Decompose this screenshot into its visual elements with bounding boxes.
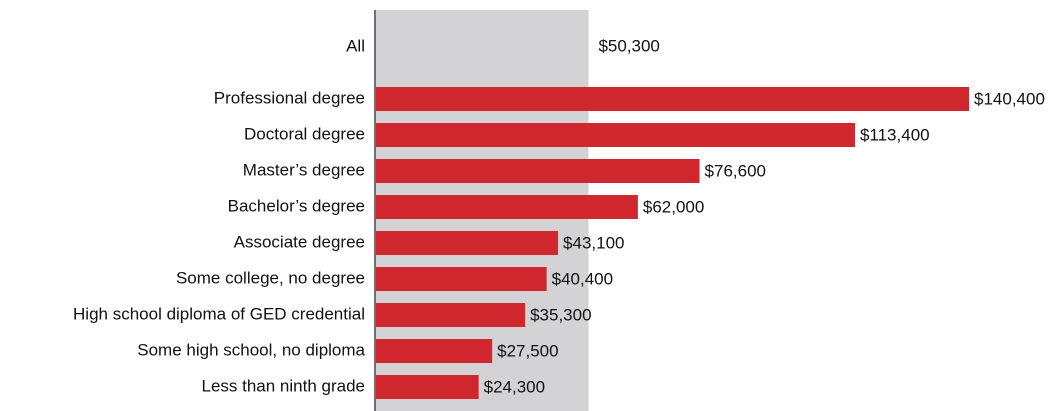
value-label: $76,600 bbox=[705, 161, 766, 180]
value-label: $35,300 bbox=[530, 305, 591, 324]
category-label: High school diploma of GED credential bbox=[73, 304, 365, 323]
category-label: Associate degree bbox=[234, 232, 365, 251]
value-label: $40,400 bbox=[552, 269, 613, 288]
value-label: $43,100 bbox=[563, 233, 624, 252]
value-label: $113,400 bbox=[860, 125, 930, 144]
category-label: Bachelor’s degree bbox=[228, 196, 365, 215]
category-label: Master’s degree bbox=[243, 160, 365, 179]
category-label: Some college, no degree bbox=[176, 268, 365, 287]
category-label: Some high school, no diploma bbox=[137, 340, 365, 359]
bar bbox=[376, 159, 700, 183]
reference-value-label: $50,300 bbox=[598, 36, 659, 55]
bar bbox=[376, 303, 526, 327]
reference-label: All bbox=[346, 36, 365, 55]
bar bbox=[376, 231, 559, 255]
category-label: Less than ninth grade bbox=[201, 376, 365, 395]
value-label: $62,000 bbox=[643, 197, 704, 216]
bar bbox=[376, 195, 638, 219]
value-label: $24,300 bbox=[484, 377, 545, 396]
bar bbox=[376, 339, 493, 363]
bar bbox=[376, 87, 969, 111]
value-label: $27,500 bbox=[497, 341, 558, 360]
bar bbox=[376, 267, 547, 291]
bar bbox=[376, 375, 479, 399]
bar bbox=[376, 123, 855, 147]
value-label: $140,400 bbox=[974, 89, 1045, 108]
category-label: Doctoral degree bbox=[244, 124, 365, 143]
category-label: Professional degree bbox=[214, 88, 365, 107]
